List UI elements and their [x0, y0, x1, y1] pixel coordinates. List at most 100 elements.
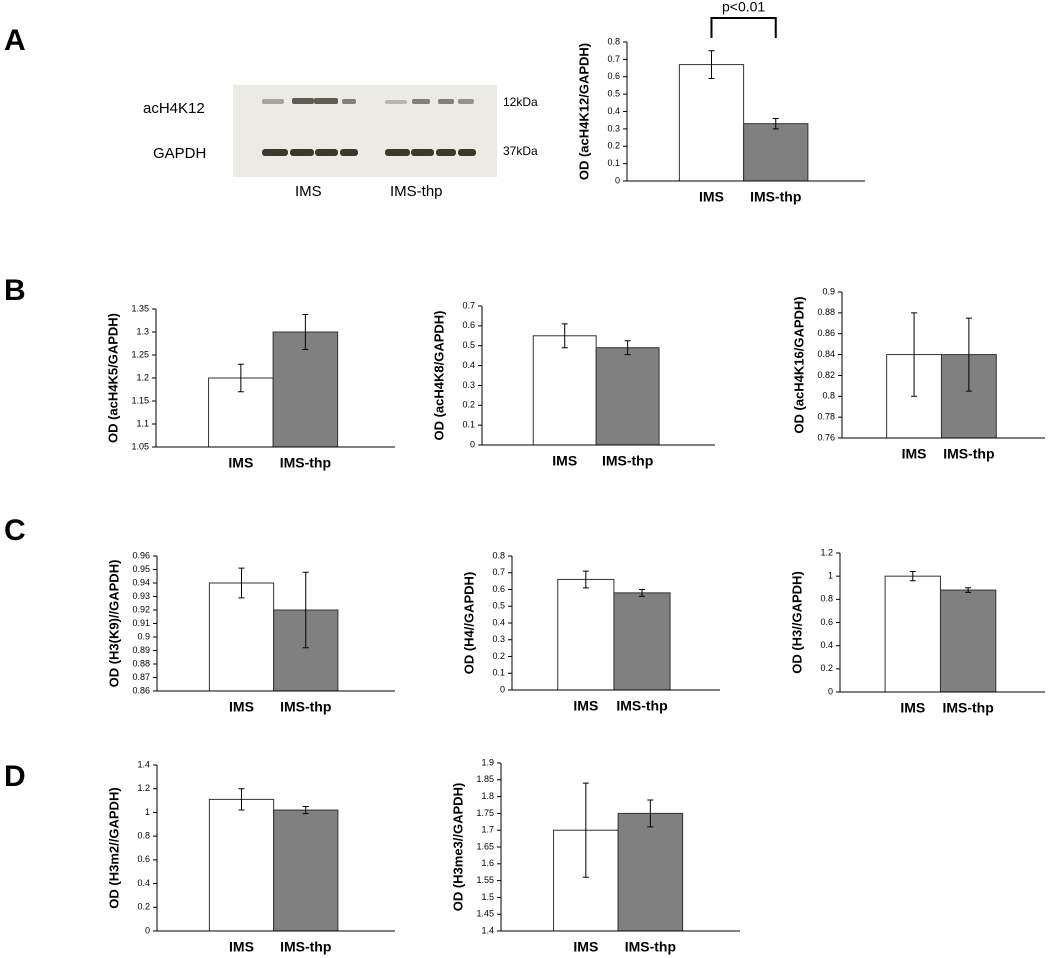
y-tick-label: 0.88 [817, 307, 835, 317]
y-axis-label: OD (acH4K12/GAPDH) [576, 43, 591, 180]
error-bar [624, 340, 631, 356]
y-tick-label: 0.93 [132, 591, 150, 601]
y-tick-label: 0.5 [607, 89, 620, 99]
x-tick-label: IMS [573, 698, 598, 714]
y-tick-label: 1.4 [481, 925, 494, 935]
error-bar [237, 363, 244, 393]
significance-bracket [710, 17, 777, 38]
y-tick-label: 0.5 [492, 601, 505, 611]
x-tick-label: IMS-thp [942, 700, 993, 716]
error-bar [238, 788, 245, 811]
y-tick-label: 0.9 [137, 631, 150, 641]
x-tick-label: IMS-thp [750, 189, 801, 205]
y-tick-label: 1.2 [820, 547, 833, 557]
x-tick-label: IMS-thp [616, 698, 667, 714]
y-tick-label: 0.94 [132, 577, 150, 587]
y-tick-label: 1.6 [481, 858, 494, 868]
y-axis-label: OD (H3me3//GAPDH) [450, 783, 465, 912]
blot-size-label: 37kDa [503, 144, 538, 158]
y-tick-label: 0 [828, 686, 833, 696]
bar [208, 582, 275, 692]
x-tick-label: IMS [229, 939, 254, 955]
y-axis-label: OD (H3//GAPDH) [789, 571, 804, 674]
y-tick-label: 0.92 [132, 604, 150, 614]
y-tick-label: 1.35 [131, 303, 149, 313]
x-tick-label: IMS [902, 446, 927, 462]
error-bar [561, 323, 568, 349]
panel-label: A [4, 24, 26, 57]
x-tick-label: IMS-thp [280, 939, 331, 955]
y-tick-label: 0 [615, 175, 620, 185]
error-bar [582, 782, 589, 878]
y-tick-label: 0.4 [462, 360, 475, 370]
y-tick-label: 0.2 [462, 400, 475, 410]
y-tick-label: 0.6 [137, 854, 150, 864]
bar [273, 809, 339, 932]
y-tick-label: 0.3 [607, 123, 620, 133]
y-tick-label: 0.7 [492, 567, 505, 577]
y-tick-label: 1 [145, 807, 150, 817]
y-tick-label: 1.7 [481, 825, 494, 835]
error-bar [302, 314, 309, 350]
annotation: p<0.01 [722, 0, 765, 15]
y-tick-label: 0.7 [607, 54, 620, 64]
y-tick-label: 0.88 [132, 658, 150, 668]
y-tick-label: 0.87 [132, 672, 150, 682]
error-bar [965, 587, 972, 593]
error-bar [238, 567, 245, 599]
panel-label: D [4, 760, 26, 793]
error-bar [302, 571, 309, 649]
panel-label: B [4, 274, 26, 307]
bar [532, 335, 597, 446]
y-tick-label: 0 [470, 439, 475, 449]
y-tick-label: 1.5 [481, 892, 494, 902]
x-tick-label: IMS-thp [625, 939, 676, 955]
error-bar [647, 799, 654, 828]
y-tick-label: 0.4 [820, 640, 833, 650]
y-tick-label: 0.1 [492, 668, 505, 678]
blot-lane-label: IMS-thp [390, 183, 443, 200]
y-tick-label: 0.7 [462, 300, 475, 310]
y-tick-label: 1.3 [136, 326, 149, 336]
y-tick-label: 0.3 [462, 380, 475, 390]
bar [743, 123, 809, 182]
x-tick-label: IMS [229, 699, 254, 715]
y-tick-label: 1.85 [476, 774, 494, 784]
y-tick-label: 1.55 [476, 875, 494, 885]
x-tick-label: IMS-thp [280, 699, 331, 715]
x-tick-label: IMS [552, 453, 577, 469]
y-tick-label: 0.95 [132, 564, 150, 574]
y-axis-label: OD (H3(K9)//GAPDH) [106, 560, 121, 688]
y-tick-label: 0.2 [607, 141, 620, 151]
y-tick-label: 0.1 [607, 158, 620, 168]
y-tick-label: 0.8 [137, 831, 150, 841]
x-tick-label: IMS-thp [280, 455, 331, 471]
y-axis-label: OD (acH4K16/GAPDH) [791, 296, 806, 433]
blot-size-label: 12kDa [503, 95, 538, 109]
y-tick-label: 0.4 [492, 617, 505, 627]
bar [939, 589, 997, 693]
y-tick-label: 0.5 [462, 340, 475, 350]
y-axis-label: OD (acH4K8/GAPDH) [431, 310, 446, 440]
y-tick-label: 1.65 [476, 841, 494, 851]
y-tick-label: 0.8 [822, 391, 835, 401]
error-bar [582, 570, 589, 589]
x-tick-label: IMS [228, 455, 253, 471]
y-tick-label: 0.2 [820, 663, 833, 673]
y-tick-label: 0.6 [492, 584, 505, 594]
panel-label: C [4, 514, 26, 547]
y-tick-label: 0 [145, 925, 150, 935]
y-tick-label: 1.75 [476, 808, 494, 818]
y-tick-label: 0.78 [817, 412, 835, 422]
y-tick-label: 0.4 [607, 106, 620, 116]
x-tick-label: IMS [900, 700, 925, 716]
x-tick-label: IMS [573, 939, 598, 955]
blot-membrane [233, 85, 497, 177]
bar [272, 331, 339, 448]
x-tick-label: IMS-thp [602, 453, 653, 469]
y-tick-label: 1.25 [131, 349, 149, 359]
y-tick-label: 0.91 [132, 618, 150, 628]
bar [613, 592, 671, 691]
y-tick-label: 0.89 [132, 645, 150, 655]
